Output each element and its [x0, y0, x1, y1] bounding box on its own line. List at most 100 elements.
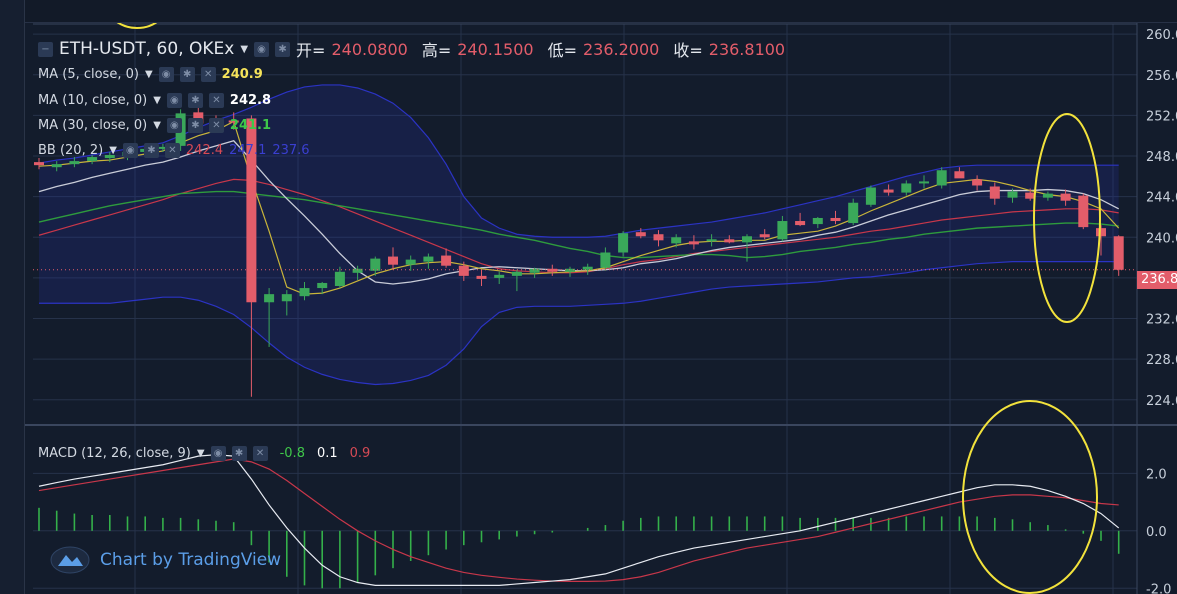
candle-body: [511, 271, 522, 276]
candle-body: [848, 202, 859, 224]
low-value: 236.2000: [583, 39, 660, 59]
chevron-down-icon[interactable]: ▼: [109, 145, 117, 156]
gear-icon[interactable]: ✱: [179, 67, 195, 82]
symbol-header: − ETH-USDT, 60, OKEx ▼ ◉ ✱ 开= 240.0800 高=…: [38, 37, 793, 61]
last-price-value: 236.8: [1141, 272, 1177, 287]
candle-body: [228, 120, 239, 123]
legend-macd[interactable]: MACD (12, 26, close, 9) ▼ ◉ ✱ ✕ -0.8 0.1 0…: [38, 446, 370, 461]
candle-body: [246, 118, 257, 303]
eye-icon[interactable]: ◉: [210, 446, 226, 461]
candle-body: [441, 255, 452, 266]
eye-icon[interactable]: ◉: [166, 118, 182, 133]
annotation-ellipse: [103, 0, 171, 29]
candle-body: [671, 237, 682, 244]
candle-body: [547, 268, 558, 272]
bb-upper-value: 247.1: [229, 143, 267, 158]
ma10-value: 242.8: [229, 93, 272, 108]
candle-body: [299, 288, 310, 297]
ma5-value: 240.9: [221, 67, 263, 82]
last-price-tag: 236.8: [1137, 271, 1177, 289]
eye-icon[interactable]: ◉: [166, 93, 182, 108]
high-label: 高=: [421, 41, 452, 60]
candle-body: [759, 234, 770, 238]
ma30-value: 241.1: [229, 118, 272, 133]
drawing-toolbar[interactable]: [0, 0, 25, 594]
eye-icon[interactable]: ◉: [158, 67, 174, 82]
eye-icon[interactable]: ◉: [122, 143, 138, 158]
chevron-down-icon[interactable]: ▼: [144, 69, 153, 80]
candle-body: [264, 294, 275, 303]
candle-body: [281, 294, 292, 302]
close-icon[interactable]: ✕: [208, 118, 224, 133]
gear-icon[interactable]: ✱: [187, 118, 203, 133]
legend-ma5[interactable]: MA (5, close, 0) ▼ ◉ ✱ ✕ 240.9: [38, 67, 263, 82]
candle-body: [706, 239, 717, 242]
close-icon[interactable]: ✕: [200, 67, 216, 82]
bb-label[interactable]: BB (20, 2): [38, 143, 104, 158]
candle-body: [34, 162, 44, 166]
candle-body: [476, 275, 487, 279]
gear-icon[interactable]: ✱: [231, 446, 247, 461]
high-value: 240.1500: [457, 39, 534, 59]
ma5-label[interactable]: MA (5, close, 0): [38, 67, 139, 82]
macd-signal-value: 0.9: [349, 446, 371, 461]
candle-body: [919, 181, 929, 184]
symbol-title[interactable]: ETH-USDT, 60, OKEx: [59, 39, 235, 59]
legend-bb[interactable]: BB (20, 2) ▼ ◉ ✱ ✕ 242.4 247.1 237.6: [38, 143, 310, 158]
gear-icon[interactable]: ✱: [275, 41, 291, 57]
candle-body: [1078, 195, 1089, 228]
price-tick-label: 256.0: [1146, 69, 1177, 84]
gear-icon[interactable]: ✱: [187, 93, 203, 108]
bb-lower-value: 237.6: [272, 143, 310, 158]
candle-body: [51, 164, 62, 168]
chevron-down-icon[interactable]: ▼: [153, 120, 161, 131]
bb-lower-line: [39, 261, 1119, 386]
tradingview-branding[interactable]: Chart by TradingView: [50, 546, 281, 574]
candle-body: [635, 232, 646, 237]
chevron-down-icon[interactable]: ▼: [240, 43, 249, 55]
legend-ma30[interactable]: MA (30, close, 0) ▼ ◉ ✱ ✕ 241.1: [38, 118, 271, 133]
legend-ma10[interactable]: MA (10, close, 0) ▼ ◉ ✱ ✕ 242.8: [38, 93, 271, 108]
candle-body: [901, 183, 912, 193]
annotation-ellipse: [962, 400, 1098, 594]
price-tick-label: 260.0: [1146, 28, 1177, 43]
macd-tick-label: 2.0: [1146, 467, 1167, 482]
bollinger-band-fill: [39, 84, 1119, 385]
chevron-down-icon[interactable]: ▼: [153, 95, 161, 106]
candle-body: [494, 274, 505, 278]
branding-text[interactable]: Chart by TradingView: [100, 550, 282, 570]
ma10-label[interactable]: MA (10, close, 0): [38, 93, 148, 108]
candle-body: [724, 239, 735, 243]
candle-body: [865, 187, 876, 205]
annotation-ellipse: [1033, 113, 1101, 323]
candle-body: [193, 112, 204, 124]
price-tick-label: 228.0: [1146, 353, 1177, 368]
price-tick-label: 224.0: [1146, 394, 1177, 409]
price-tick-label: 232.0: [1146, 313, 1177, 328]
candle-body: [565, 268, 575, 272]
ma30-label[interactable]: MA (30, close, 0): [38, 118, 148, 133]
chevron-down-icon[interactable]: ▼: [196, 448, 205, 459]
macd-tick-label: 0.0: [1146, 525, 1167, 540]
candle-body: [972, 179, 983, 186]
low-label: 低=: [547, 41, 577, 60]
candle-body: [1042, 193, 1053, 198]
candle-body: [87, 157, 98, 162]
candle-body: [334, 271, 345, 287]
close-value: 236.8100: [708, 39, 786, 59]
tradingview-logo-icon: [50, 546, 90, 574]
candle-body: [777, 221, 788, 240]
close-icon[interactable]: ✕: [164, 143, 180, 158]
close-icon[interactable]: ✕: [208, 93, 224, 108]
eye-icon[interactable]: ◉: [254, 41, 270, 57]
close-icon[interactable]: ✕: [252, 446, 268, 461]
candle-body: [618, 233, 629, 253]
candle-body: [388, 256, 398, 265]
candle-body: [317, 282, 328, 289]
collapse-icon[interactable]: −: [38, 41, 53, 57]
price-tick-label: 248.0: [1146, 150, 1177, 165]
macd-label[interactable]: MACD (12, 26, close, 9): [38, 446, 191, 461]
gear-icon[interactable]: ✱: [143, 143, 159, 158]
